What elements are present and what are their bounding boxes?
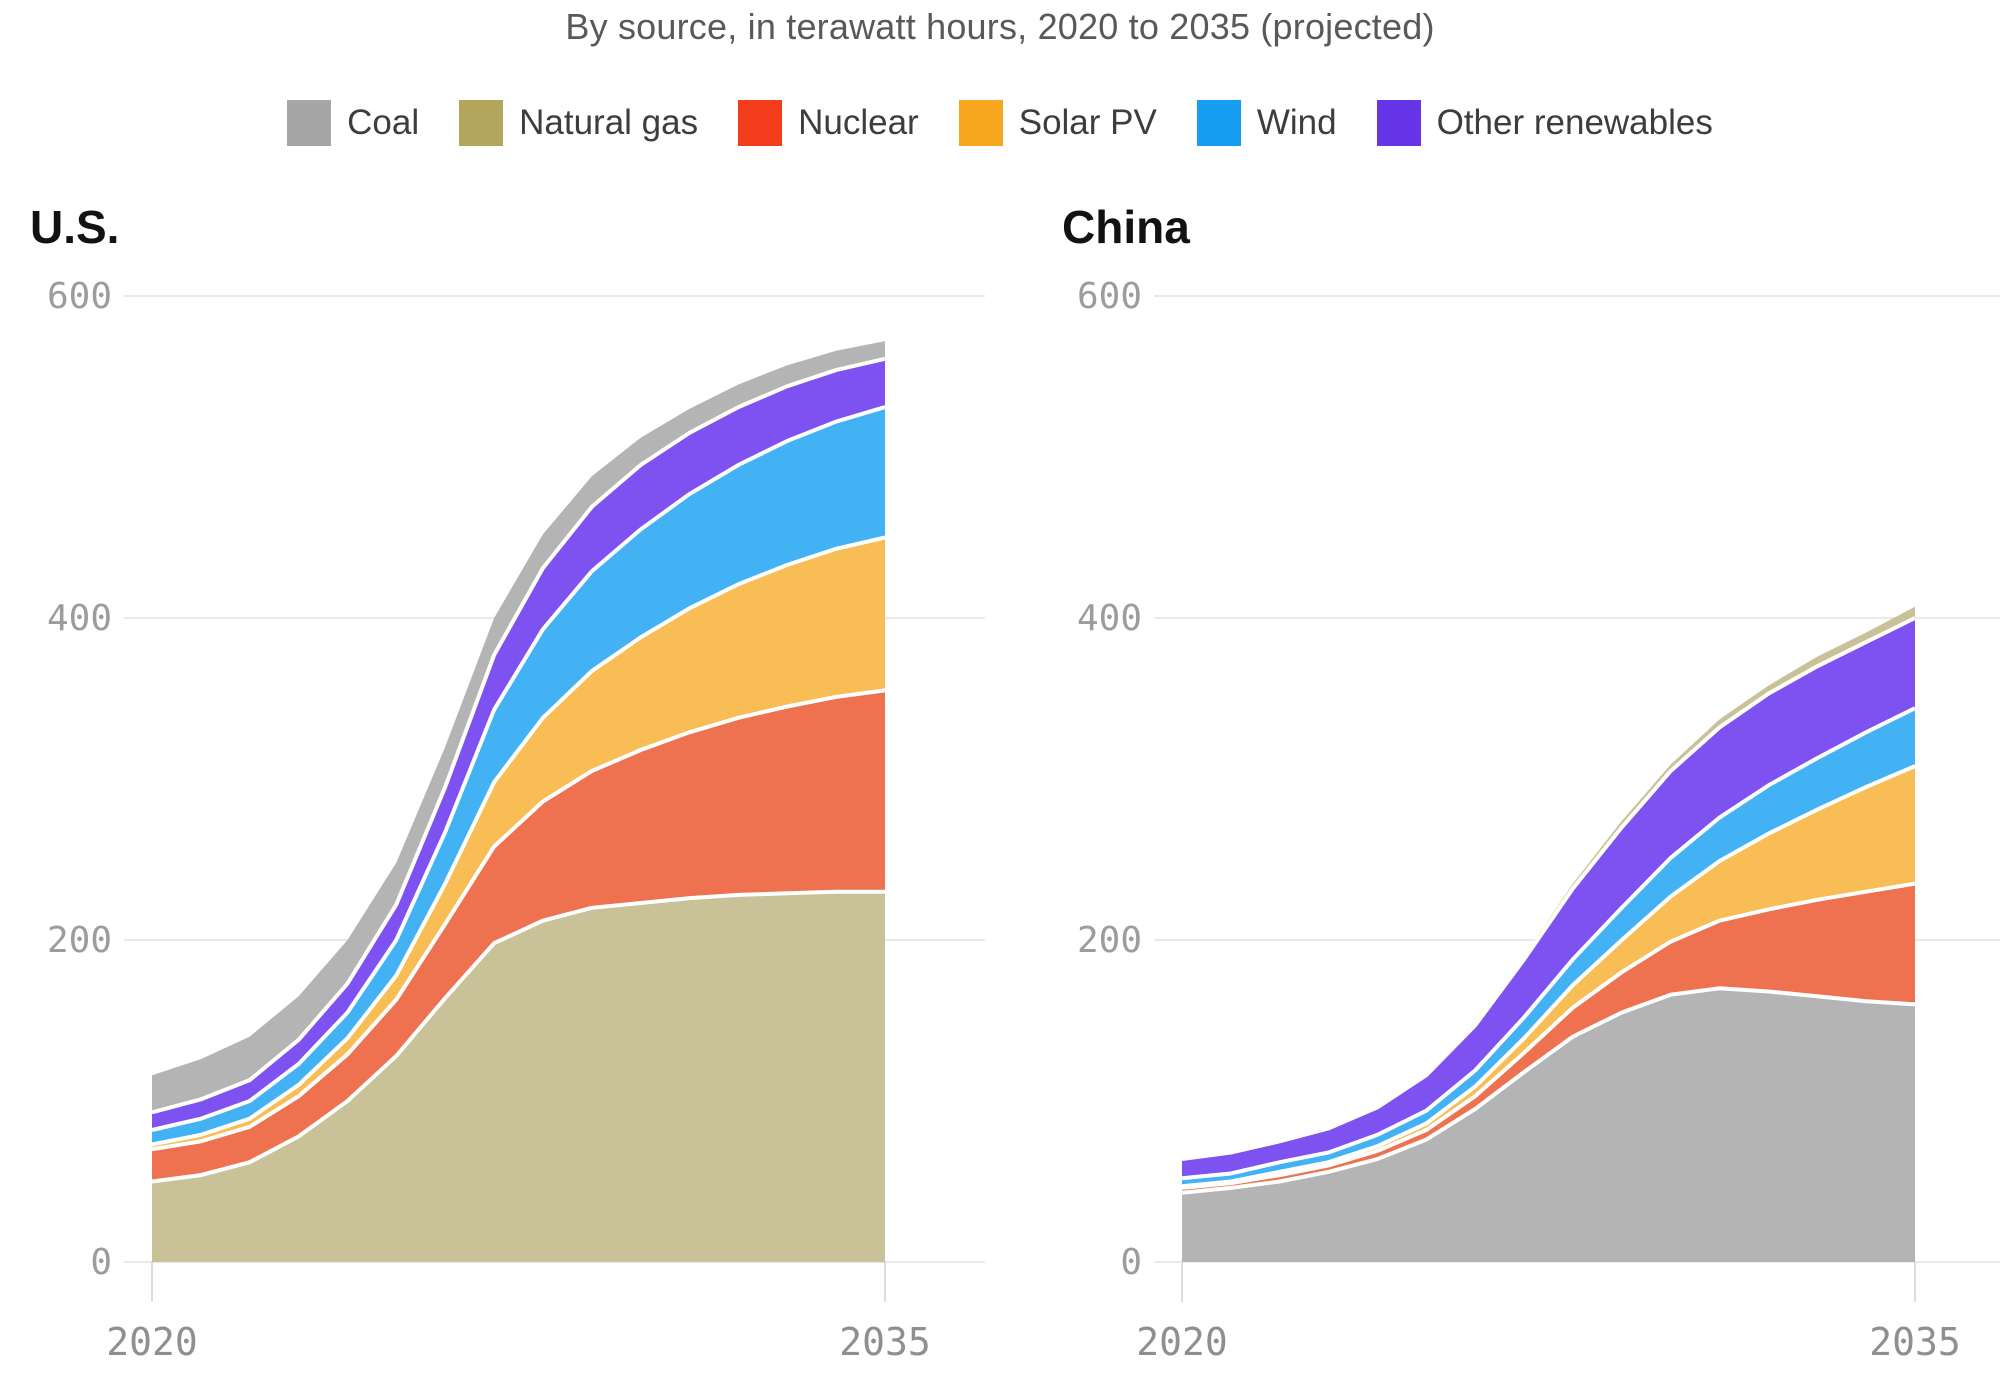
- band-separator: [151, 535, 886, 1147]
- x-axis-tick-label: 2035: [839, 1320, 931, 1364]
- china-chart-title: China: [1062, 201, 1190, 253]
- x-axis-tick-label: 2020: [1136, 1320, 1228, 1364]
- y-axis-tick-label: 400: [1077, 598, 1142, 639]
- legend-item-solar-pv: Solar PV: [958, 100, 1157, 146]
- area-natural-gas: [152, 891, 885, 1262]
- legend-item-other-renewables: Other renewables: [1376, 100, 1713, 146]
- area-wind: [1182, 708, 1915, 1187]
- area-other-renewables: [1182, 618, 1915, 1179]
- y-axis-tick-label: 400: [47, 598, 112, 639]
- legend-label: Coal: [347, 103, 420, 142]
- natural-gas-swatch-icon: [459, 100, 504, 146]
- band-separator: [1181, 986, 1916, 1195]
- y-axis-tick-label: 600: [47, 276, 112, 317]
- legend-label: Solar PV: [1018, 103, 1157, 142]
- area-nuclear: [1182, 883, 1915, 1193]
- legend-item-coal: Coal: [287, 100, 419, 146]
- legend-label: Wind: [1256, 103, 1337, 142]
- x-axis-tick-label: 2035: [1869, 1320, 1961, 1364]
- legend-item-natural-gas: Natural gas: [459, 100, 698, 146]
- area-wind: [152, 407, 885, 1145]
- band-separator: [151, 356, 886, 1115]
- chart-subtitle: By source, in terawatt hours, 2020 to 20…: [565, 6, 1435, 47]
- us-chart-title: U.S.: [30, 201, 120, 253]
- area-solar-pv: [1182, 766, 1915, 1188]
- area-nuclear: [152, 690, 885, 1182]
- solar-pv-swatch-icon: [958, 100, 1003, 146]
- band-separator: [151, 405, 886, 1132]
- legend-item-wind: Wind: [1196, 100, 1337, 146]
- y-axis-tick-label: 200: [1077, 920, 1142, 961]
- band-separator: [1181, 706, 1916, 1181]
- y-axis-tick-label: 0: [90, 1242, 112, 1283]
- us-chart: 0 200 400 600 2020 2035: [47, 276, 985, 1364]
- china-chart: 0 200 400 600 2020 2035: [1077, 276, 2000, 1364]
- y-axis-tick-label: 200: [47, 920, 112, 961]
- area-solar-pv: [152, 537, 885, 1150]
- band-separator: [151, 688, 886, 1152]
- coal-swatch-icon: [287, 100, 332, 146]
- y-axis-tick-label: 0: [1120, 1242, 1142, 1283]
- band-separator: [1181, 616, 1916, 1161]
- band-separator: [1181, 764, 1916, 1189]
- legend-label: Other renewables: [1436, 103, 1713, 142]
- band-separator: [151, 889, 885, 1184]
- legend-label: Nuclear: [798, 103, 919, 142]
- legend-item-nuclear: Nuclear: [738, 100, 919, 146]
- other-renewables-swatch-icon: [1376, 100, 1421, 146]
- nuclear-swatch-icon: [738, 100, 783, 146]
- band-separator: [1181, 881, 1916, 1190]
- y-axis-tick-label: 600: [1077, 276, 1142, 317]
- legend-label: Natural gas: [519, 103, 699, 142]
- x-axis-tick-label: 2020: [106, 1320, 198, 1364]
- legend: Coal Natural gas Nuclear Solar PV Wind O…: [0, 100, 2000, 146]
- wind-swatch-icon: [1196, 100, 1241, 146]
- area-coal: [1182, 988, 1915, 1262]
